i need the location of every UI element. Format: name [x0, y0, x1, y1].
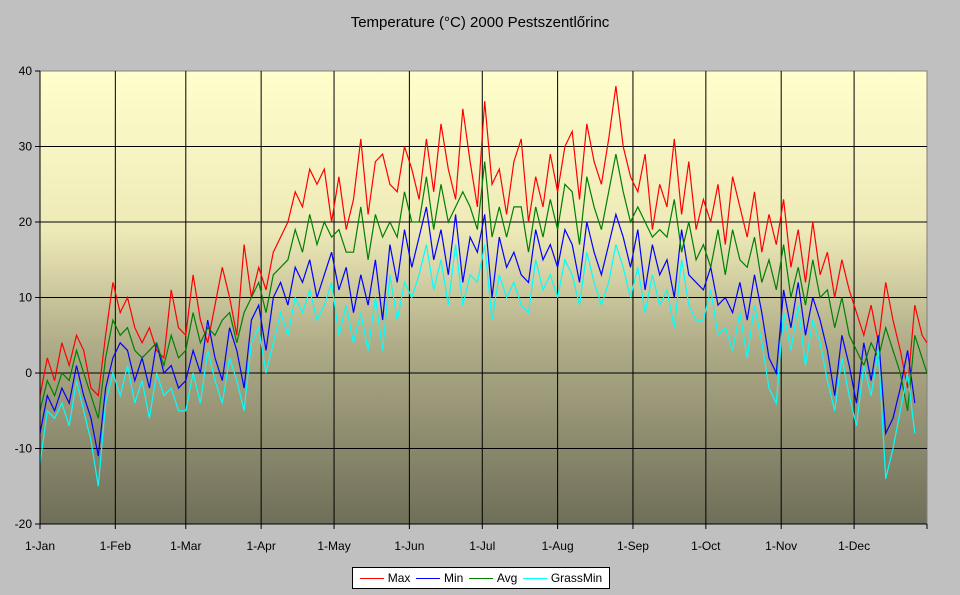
legend: Max Min Avg GrassMin — [352, 567, 610, 589]
legend-label-max: Max — [387, 571, 411, 585]
legend-swatch-min — [415, 577, 440, 579]
series-line-max — [39, 86, 928, 397]
legend-item-max: Max — [359, 571, 411, 585]
x-tick-label: 1-Jan — [25, 539, 55, 553]
x-tick-label: 1-Sep — [617, 539, 649, 553]
x-tick-label: 1-Jul — [469, 539, 495, 553]
x-tick-label: 1-May — [317, 539, 350, 553]
chart-title: Temperature (°C) 2000 Pestszentlőrinc — [350, 14, 610, 31]
x-tick-label: 1-Feb — [100, 539, 132, 553]
legend-item-min: Min — [415, 571, 464, 585]
x-tick-label: 1-Jun — [394, 539, 424, 553]
legend-item-avg: Avg — [468, 571, 518, 585]
y-tick-label: 10 — [19, 291, 33, 305]
y-tick-label: 40 — [19, 64, 33, 78]
x-tick-label: 1-Mar — [170, 539, 201, 553]
y-tick-label: -10 — [15, 442, 33, 456]
legend-label-min: Min — [443, 571, 464, 585]
x-tick-label: 1-Dec — [838, 539, 870, 553]
legend-swatch-avg — [468, 577, 493, 579]
legend-label-avg: Avg — [496, 571, 518, 585]
y-tick-label: 30 — [19, 140, 33, 154]
series-line-avg — [39, 153, 928, 419]
y-tick-label: -20 — [15, 517, 33, 531]
x-tick-label: 1-Aug — [542, 539, 574, 553]
x-tick-label: 1-Apr — [246, 539, 275, 553]
series-group — [39, 86, 928, 487]
y-tick-label: 20 — [19, 215, 33, 229]
series-line-min — [39, 206, 916, 457]
legend-swatch-max — [359, 577, 384, 579]
legend-label-grassmin: GrassMin — [550, 571, 603, 585]
x-tick-label: 1-Oct — [691, 539, 721, 553]
axes: -20 -10 0 10 20 30 40 1-Jan 1-Feb 1-Mar 1-Apr 1-May… — [15, 64, 928, 553]
series-line-grassmin — [39, 244, 916, 487]
y-tick-label: 0 — [25, 366, 32, 380]
x-tick-label: 1-Nov — [765, 539, 797, 553]
legend-item-grassmin: GrassMin — [522, 571, 603, 585]
legend-swatch-grassmin — [522, 577, 547, 579]
